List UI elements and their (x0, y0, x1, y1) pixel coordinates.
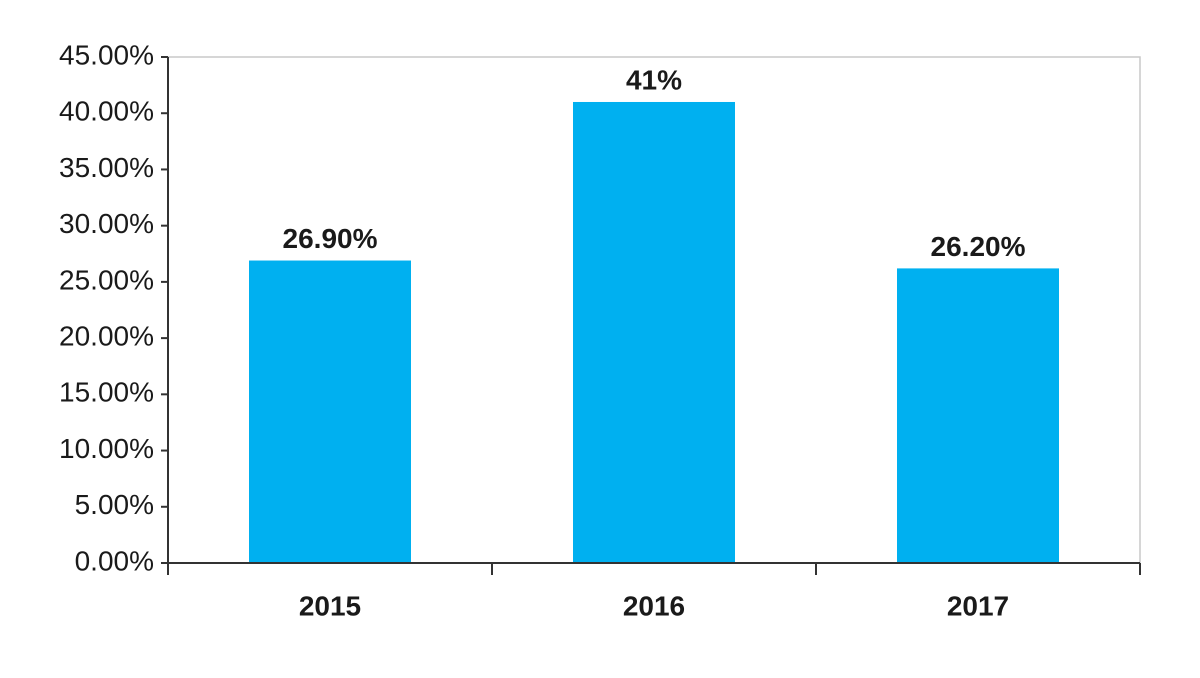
y-tick-label: 15.00% (59, 377, 154, 408)
x-tick-label: 2015 (299, 590, 361, 621)
y-tick-label: 35.00% (59, 152, 154, 183)
bar (573, 101, 735, 563)
y-tick-label: 0.00% (75, 545, 154, 576)
y-tick-label: 20.00% (59, 321, 154, 352)
y-tick-label: 10.00% (59, 433, 154, 464)
y-tick-label: 25.00% (59, 264, 154, 295)
value-label: 41% (626, 64, 682, 95)
y-tick-label: 30.00% (59, 208, 154, 239)
y-tick-label: 5.00% (75, 489, 154, 520)
bar (897, 268, 1059, 563)
x-tick-label: 2016 (623, 590, 685, 621)
x-tick-label: 2017 (947, 590, 1009, 621)
y-tick-label: 40.00% (59, 96, 154, 127)
value-label: 26.20% (931, 231, 1026, 262)
bar (249, 260, 411, 563)
y-tick-label: 45.00% (59, 39, 154, 70)
value-label: 26.90% (283, 223, 378, 254)
